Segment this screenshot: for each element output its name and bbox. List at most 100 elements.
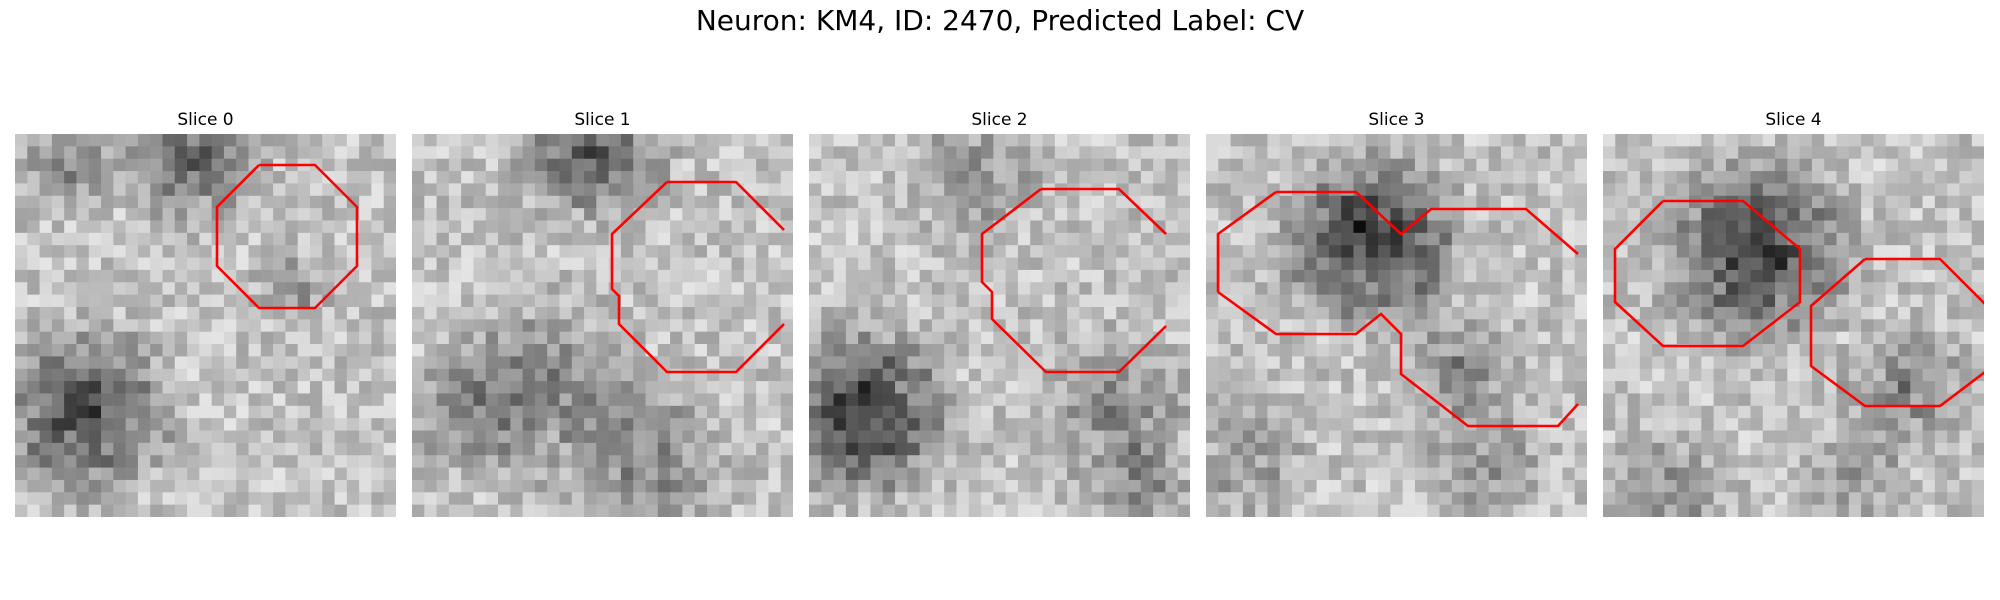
pixel — [821, 294, 835, 308]
pixel — [27, 331, 41, 345]
pixel — [162, 381, 176, 395]
pixel — [1042, 381, 1056, 395]
pixel — [1390, 294, 1404, 308]
pixel — [743, 479, 757, 493]
pixel — [968, 257, 982, 271]
pixel — [1054, 331, 1068, 345]
pixel — [1390, 393, 1404, 407]
pixel — [1378, 183, 1391, 197]
pixel — [858, 331, 872, 345]
pixel — [944, 171, 958, 185]
pixel — [359, 455, 373, 469]
pixel — [162, 393, 176, 407]
pixel — [1910, 368, 1924, 382]
pixel — [1476, 245, 1490, 259]
pixel — [1402, 158, 1416, 172]
pixel — [870, 418, 884, 432]
pixel — [993, 492, 1007, 506]
pixel — [919, 442, 933, 456]
pixel — [993, 504, 1007, 517]
pixel — [1165, 183, 1179, 197]
pixel — [1615, 195, 1629, 209]
pixel — [236, 134, 250, 147]
pixel — [1488, 418, 1502, 432]
pixel — [15, 467, 28, 481]
pixel — [534, 183, 548, 197]
pixel — [199, 344, 213, 357]
pixel — [547, 306, 561, 320]
pixel — [1562, 479, 1576, 493]
pixel — [1042, 393, 1056, 407]
pixel — [1750, 306, 1764, 320]
pixel — [657, 381, 671, 395]
pixel — [768, 158, 782, 172]
pixel — [858, 430, 872, 444]
pixel — [1824, 319, 1838, 333]
pixel — [1353, 294, 1367, 308]
pixel — [125, 282, 139, 296]
pixel — [682, 504, 696, 517]
pixel — [27, 479, 41, 493]
pixel — [1365, 294, 1379, 308]
pixel — [346, 368, 360, 382]
pixel — [1627, 381, 1641, 395]
pixel — [858, 269, 872, 283]
pixel — [993, 405, 1007, 419]
pixel — [694, 158, 708, 172]
pixel — [682, 418, 696, 432]
pixel — [1701, 492, 1715, 506]
pixel — [1042, 306, 1056, 320]
pixel — [309, 393, 323, 407]
pixel — [1464, 220, 1477, 234]
pixel — [1861, 331, 1874, 345]
pixel — [199, 381, 213, 395]
pixel — [260, 319, 274, 333]
pixel — [88, 306, 102, 320]
pixel — [1402, 418, 1416, 432]
pixel — [1230, 479, 1244, 493]
pixel — [473, 356, 487, 370]
pixel — [39, 393, 53, 407]
pixel — [424, 232, 438, 246]
pixel — [1255, 368, 1269, 382]
pixel — [1427, 405, 1441, 419]
pixel — [1451, 442, 1465, 456]
pixel — [1550, 220, 1564, 234]
pixel — [322, 492, 336, 506]
pixel — [150, 492, 164, 506]
pixel — [1353, 467, 1367, 481]
pixel — [1267, 195, 1281, 209]
pixel — [1922, 418, 1936, 432]
pixel — [1525, 492, 1539, 506]
pixel — [1603, 245, 1616, 259]
pixel — [187, 146, 200, 160]
pixel — [1959, 504, 1973, 517]
pixel — [993, 381, 1007, 395]
pixel — [682, 232, 696, 246]
pixel — [1861, 319, 1874, 333]
pixel — [809, 418, 822, 432]
pixel — [821, 331, 835, 345]
pixel — [76, 158, 90, 172]
pixel — [15, 381, 28, 395]
pixel — [1775, 331, 1788, 345]
pixel — [1873, 331, 1887, 345]
pixel — [461, 455, 475, 469]
pixel — [1947, 331, 1961, 345]
pixel — [633, 504, 647, 517]
pixel — [1947, 430, 1961, 444]
pixel — [334, 455, 348, 469]
pixel — [1787, 319, 1801, 333]
pixel — [322, 195, 336, 209]
pixel — [498, 393, 511, 407]
pixel — [101, 245, 114, 259]
pixel — [1787, 195, 1801, 209]
pixel — [485, 479, 499, 493]
pixel — [645, 381, 659, 395]
pixel — [522, 442, 536, 456]
pixel — [1390, 442, 1404, 456]
pixel — [1513, 146, 1527, 160]
pixel — [436, 134, 450, 147]
pixel — [1639, 232, 1653, 246]
pixel — [756, 430, 770, 444]
